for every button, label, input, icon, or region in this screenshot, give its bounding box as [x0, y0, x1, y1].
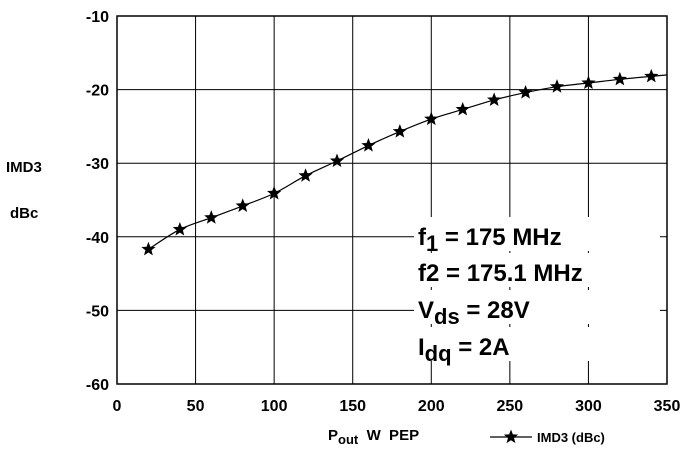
annotation-line: f1 = 175 MHz: [418, 224, 562, 256]
annotation-background: [414, 217, 660, 251]
y-axis-label-line1: IMD3: [6, 159, 42, 176]
x-tick-label: 200: [418, 398, 445, 415]
y-tick-label: -40: [86, 230, 109, 247]
data-point-star: [329, 153, 345, 168]
data-point-star: [235, 198, 250, 212]
tick-labels: 0 50 100 150 200 250 300 350 -60 -50 -40 -30 -20 -10: [86, 9, 681, 415]
data-point-star: [518, 85, 533, 99]
parameter-annotations: f1 = 175 MHz f2 = 175.1 MHz Vds = 28V Idq =…: [414, 217, 660, 366]
legend: IMD3 (dBc): [490, 429, 605, 445]
data-point-star: [361, 138, 376, 152]
data-point-star: [267, 185, 282, 200]
x-tick-label: 250: [497, 398, 524, 415]
data-point-star: [424, 111, 439, 126]
x-tick-label: 50: [187, 398, 205, 415]
y-tick-label: -50: [86, 303, 109, 320]
data-point-star: [644, 68, 659, 83]
y-tick-label: -20: [86, 83, 109, 100]
data-point-star: [487, 92, 502, 106]
data-point-star: [204, 210, 219, 224]
x-tick-label: 350: [654, 398, 681, 415]
annotation-line: Idq = 2A: [418, 334, 510, 366]
data-point-star: [172, 221, 187, 236]
data-point-star: [392, 124, 407, 138]
y-tick-label: -60: [86, 377, 109, 394]
y-tick-label: -30: [86, 156, 109, 173]
data-point-star: [455, 101, 470, 116]
annotation-background: [414, 327, 660, 361]
legend-label: IMD3 (dBc): [537, 430, 605, 445]
annotation-background: [414, 253, 660, 287]
x-axis-label: Pout W PEP: [328, 427, 419, 447]
annotation-line: f2 = 175.1 MHz: [418, 260, 583, 287]
data-point-star: [612, 71, 627, 86]
x-tick-label: 0: [113, 398, 122, 415]
x-tick-label: 100: [261, 398, 288, 415]
x-tick-label: 300: [575, 398, 602, 415]
y-tick-label: -10: [86, 9, 109, 26]
x-tick-label: 150: [339, 398, 366, 415]
annotation-line: Vds = 28V: [418, 297, 530, 329]
legend-star-icon: [503, 429, 519, 444]
data-point-star: [141, 241, 156, 256]
series-imd3: [141, 68, 668, 256]
data-point-star: [298, 168, 313, 182]
data-point-star: [581, 75, 596, 90]
data-point-star: [549, 79, 565, 93]
annotation-background: [414, 290, 660, 324]
y-axis-label-line2: dBc: [10, 205, 38, 222]
plot-frame: [116, 15, 668, 385]
